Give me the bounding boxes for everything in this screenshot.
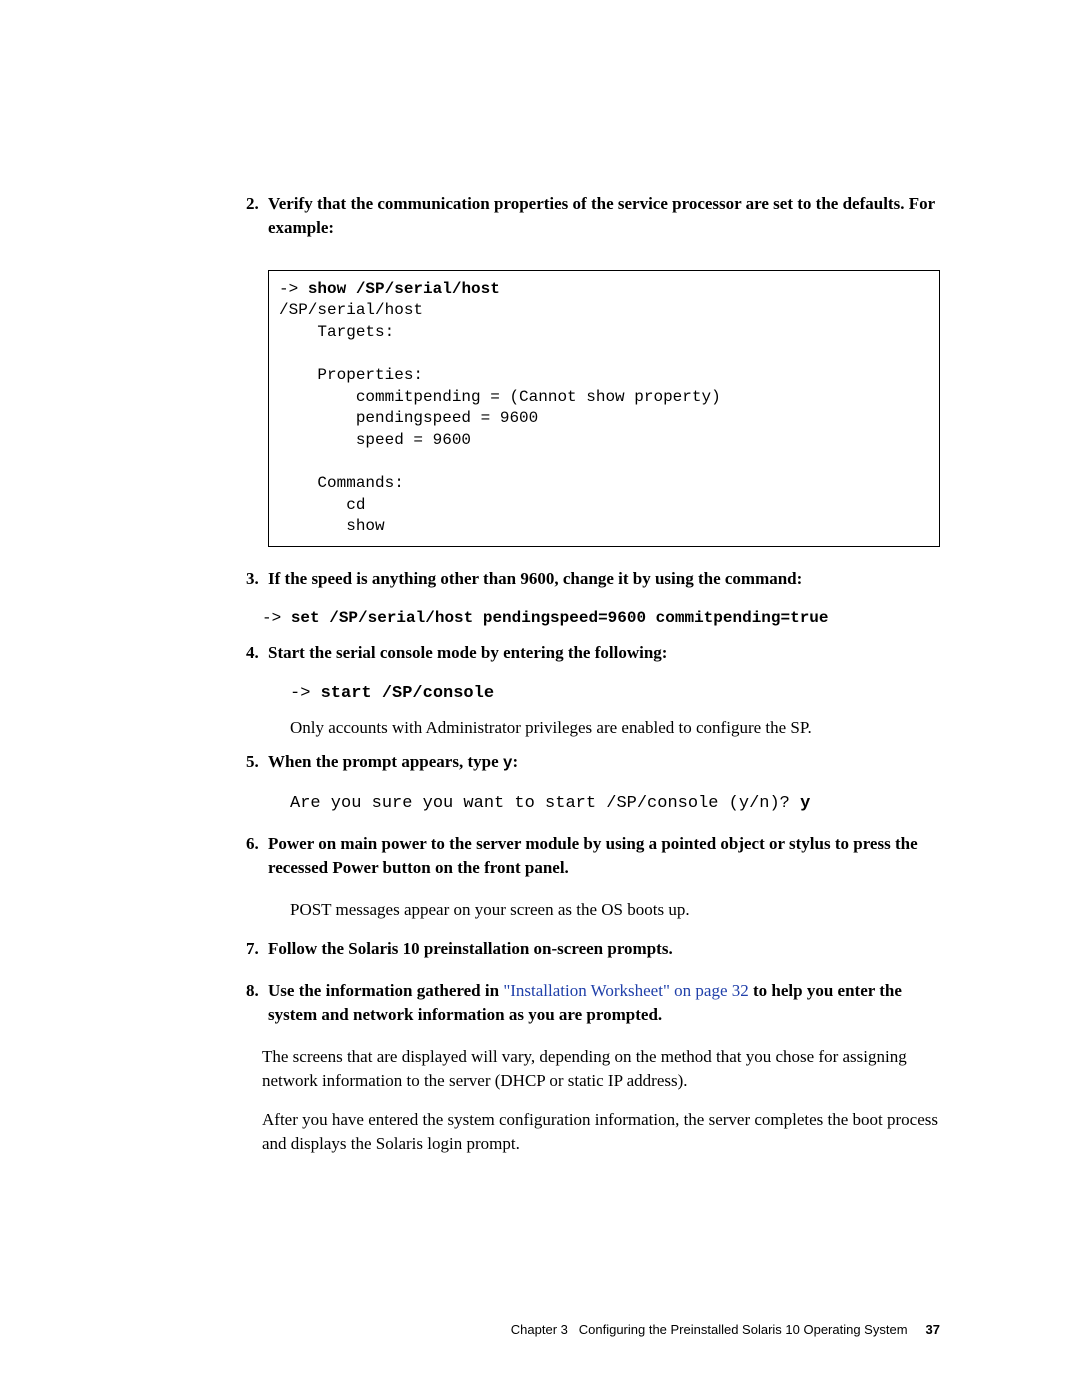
step-text: Verify that the communication properties… — [268, 194, 935, 237]
line-cmd: y — [800, 794, 810, 813]
page-content: 2.Verify that the communication properti… — [0, 0, 1080, 1156]
step-number: 4. — [246, 641, 268, 665]
step-5: 5.When the prompt appears, type y: — [268, 750, 940, 774]
line-prefix: Are you sure you want to start /SP/conso… — [290, 794, 800, 813]
step-2: 2.Verify that the communication properti… — [268, 192, 940, 240]
step-4-code: -> start /SP/console — [290, 682, 940, 706]
step-text-suffix: : — [512, 752, 518, 771]
step-number: 6. — [246, 832, 268, 856]
step-7: 7.Follow the Solaris 10 preinstallation … — [268, 937, 940, 961]
step-number: 3. — [246, 567, 268, 591]
cross-ref-link[interactable]: "Installation Worksheet" on page 32 — [503, 981, 748, 1000]
code-body: /SP/serial/host Targets: Properties: com… — [279, 301, 721, 535]
step-4: 4.Start the serial console mode by enter… — [268, 641, 940, 665]
step-number: 5. — [246, 750, 268, 774]
step-text: Power on main power to the server module… — [268, 834, 918, 877]
step-8: 8.Use the information gathered in "Insta… — [268, 979, 940, 1027]
step-5-line: Are you sure you want to start /SP/conso… — [290, 792, 940, 816]
step-text: If the speed is anything other than 9600… — [268, 569, 802, 588]
step-6-note: POST messages appear on your screen as t… — [290, 898, 940, 922]
footer-title: Configuring the Preinstalled Solaris 10 … — [579, 1322, 908, 1337]
code-cmd: show /SP/serial/host — [308, 280, 500, 298]
step-text-prefix: Use the information gathered in — [268, 981, 503, 1000]
step-3: 3.If the speed is anything other than 96… — [268, 567, 940, 591]
step-text: Follow the Solaris 10 preinstallation on… — [268, 939, 673, 958]
step-text-prefix: When the prompt appears, type — [268, 752, 503, 771]
step-number: 8. — [246, 979, 268, 1003]
step-6: 6.Power on main power to the server modu… — [268, 832, 940, 880]
code-block-1: -> show /SP/serial/host /SP/serial/host … — [268, 270, 940, 547]
step-3-code: -> set /SP/serial/host pendingspeed=9600… — [262, 609, 940, 627]
code-cmd: start /SP/console — [321, 684, 494, 703]
step-4-note: Only accounts with Administrator privile… — [290, 716, 940, 740]
page-footer: Chapter 3 Configuring the Preinstalled S… — [511, 1322, 940, 1337]
footer-chapter: Chapter 3 — [511, 1322, 568, 1337]
step-number: 2. — [246, 192, 268, 216]
footer-page-number: 37 — [926, 1322, 940, 1337]
code-prompt: -> — [279, 280, 308, 298]
step-number: 7. — [246, 937, 268, 961]
code-prompt: -> — [262, 609, 291, 627]
body-para-1: The screens that are displayed will vary… — [262, 1045, 940, 1093]
code-cmd: set /SP/serial/host pendingspeed=9600 co… — [291, 609, 829, 627]
step-text: Start the serial console mode by enterin… — [268, 643, 667, 662]
code-prompt: -> — [290, 684, 321, 703]
body-para-2: After you have entered the system config… — [262, 1108, 940, 1156]
